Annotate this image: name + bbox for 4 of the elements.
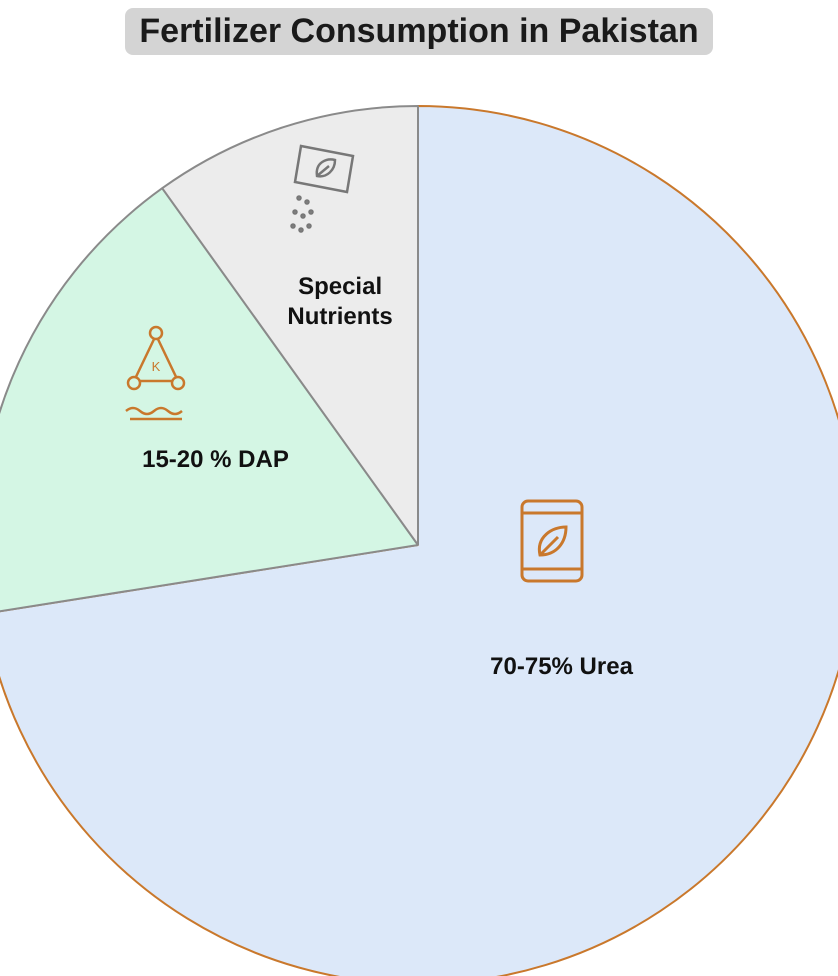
slice-label: 15-20 % DAP [142,446,289,473]
slice-label: Special Nutrients [287,273,393,330]
chart-title: Fertilizer Consumption in Pakistan [125,8,713,55]
slice-label: 70-75% Urea [490,653,634,680]
